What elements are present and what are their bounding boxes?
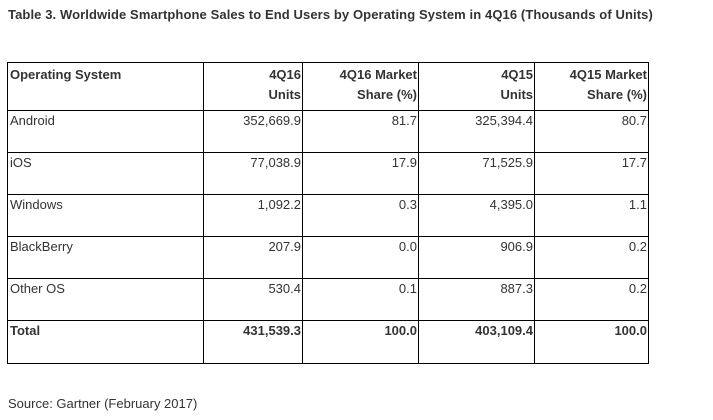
header-os-label: Operating System — [10, 67, 122, 82]
4q15-share-cell: 80.7 — [534, 110, 649, 153]
os-name-cell: BlackBerry — [7, 236, 204, 279]
header-4q15-share-line1: 4Q15 Market — [569, 67, 647, 82]
4q16-units-cell: 1,092.2 — [203, 194, 303, 237]
header-4q16-units-line2: Units — [268, 87, 302, 102]
total-label-cell: Total — [7, 320, 204, 364]
header-4q16-units-line1: 4Q16 — [269, 67, 301, 82]
header-4q15-units-line1: 4Q15 — [501, 67, 533, 82]
4q16-share-cell: 0.3 — [302, 194, 419, 237]
total-4q15-share-cell: 100.0 — [534, 320, 649, 364]
4q15-share-cell: 0.2 — [534, 236, 649, 279]
table-row: Windows 1,092.2 0.3 4,395.0 1.1 — [7, 194, 649, 237]
os-name-cell: Windows — [7, 194, 204, 237]
header-4q15-units-line2: Units — [500, 87, 534, 102]
os-name-cell: Other OS — [7, 278, 204, 321]
4q16-units-cell: 207.9 — [203, 236, 303, 279]
total-4q16-units-cell: 431,539.3 — [203, 320, 303, 364]
4q15-units-cell: 887.3 — [418, 278, 535, 321]
4q15-units-cell: 71,525.9 — [418, 152, 535, 195]
header-4q15-share: 4Q15 Market Share (%) — [534, 62, 649, 111]
header-4q15-units: 4Q15 Units — [418, 62, 535, 111]
table-row: Android 352,669.9 81.7 325,394.4 80.7 — [7, 110, 649, 153]
4q15-units-cell: 906.9 — [418, 236, 535, 279]
4q16-share-cell: 0.0 — [302, 236, 419, 279]
header-4q16-share-line2: Share (%) — [357, 87, 417, 102]
4q16-units-cell: 352,669.9 — [203, 110, 303, 153]
4q16-share-cell: 17.9 — [302, 152, 419, 195]
4q16-units-cell: 530.4 — [203, 278, 303, 321]
4q16-share-cell: 0.1 — [302, 278, 419, 321]
header-4q15-share-line2: Share (%) — [587, 87, 647, 102]
table-total-row: Total 431,539.3 100.0 403,109.4 100.0 — [7, 320, 649, 364]
table-row: iOS 77,038.9 17.9 71,525.9 17.7 — [7, 152, 649, 195]
sales-table: Operating System 4Q16 Units 4Q16 Market … — [7, 62, 649, 364]
os-name-cell: iOS — [7, 152, 204, 195]
page-title: Table 3. Worldwide Smartphone Sales to E… — [8, 7, 653, 22]
os-name-cell: Android — [7, 110, 204, 153]
table-row: Other OS 530.4 0.1 887.3 0.2 — [7, 278, 649, 321]
table-header-row: Operating System 4Q16 Units 4Q16 Market … — [7, 62, 649, 111]
header-4q16-units: 4Q16 Units — [203, 62, 303, 111]
4q15-units-cell: 4,395.0 — [418, 194, 535, 237]
4q15-share-cell: 1.1 — [534, 194, 649, 237]
4q16-units-cell: 77,038.9 — [203, 152, 303, 195]
table-row: BlackBerry 207.9 0.0 906.9 0.2 — [7, 236, 649, 279]
total-4q15-units-cell: 403,109.4 — [418, 320, 535, 364]
source-note: Source: Gartner (February 2017) — [8, 396, 198, 411]
4q16-share-cell: 81.7 — [302, 110, 419, 153]
header-operating-system: Operating System — [7, 62, 204, 111]
4q15-share-cell: 17.7 — [534, 152, 649, 195]
total-4q16-share-cell: 100.0 — [302, 320, 419, 364]
4q15-share-cell: 0.2 — [534, 278, 649, 321]
header-4q16-share: 4Q16 Market Share (%) — [302, 62, 419, 111]
4q15-units-cell: 325,394.4 — [418, 110, 535, 153]
header-4q16-share-line1: 4Q16 Market — [339, 67, 417, 82]
